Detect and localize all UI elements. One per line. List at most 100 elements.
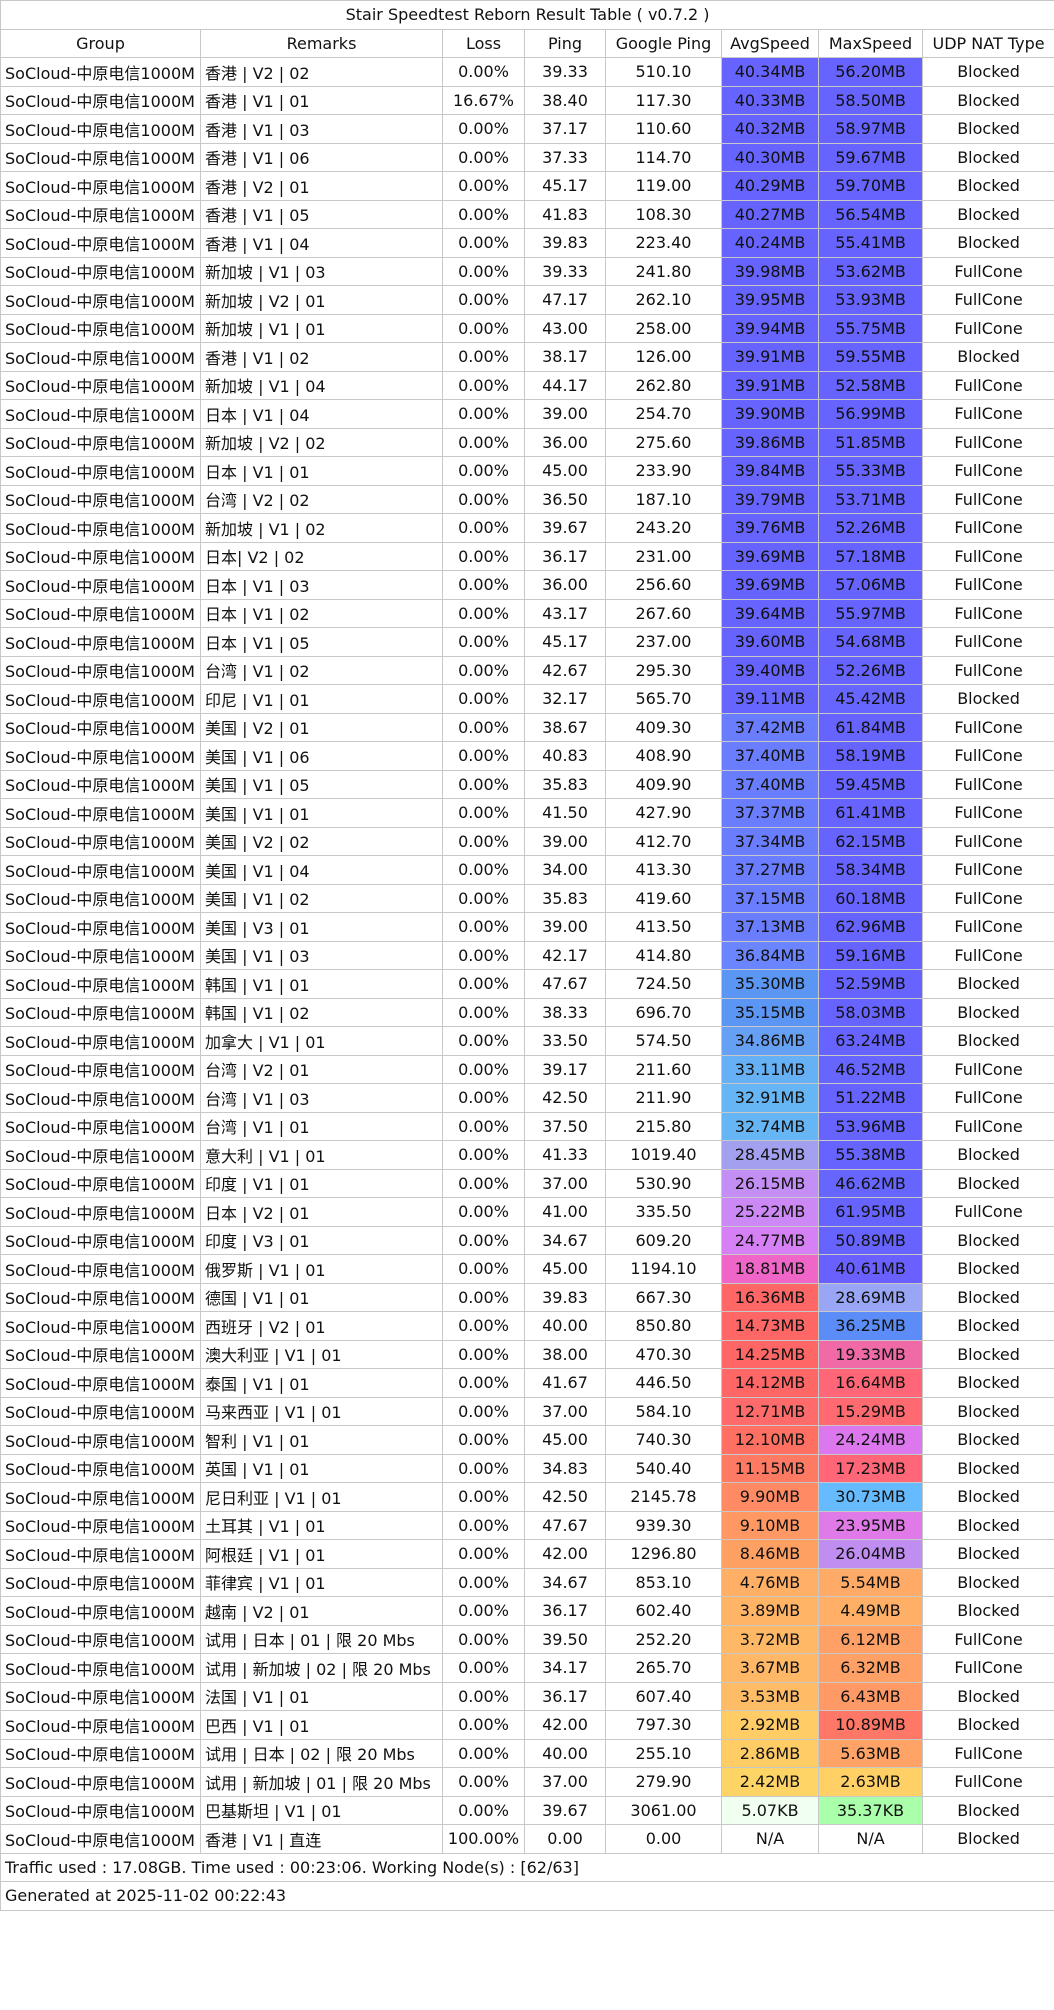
- max-speed: 59.70MB: [818, 171, 923, 201]
- group: SoCloud-中原电信1000M: [0, 1111, 201, 1141]
- group: SoCloud-中原电信1000M: [0, 370, 201, 400]
- avg-speed: 18.81MB: [721, 1254, 819, 1284]
- group: SoCloud-中原电信1000M: [0, 1368, 201, 1398]
- loss: 0.00%: [442, 1653, 525, 1683]
- loss: 0.00%: [442, 598, 525, 628]
- group: SoCloud-中原电信1000M: [0, 1197, 201, 1227]
- loss: 0.00%: [442, 1225, 525, 1255]
- data-row: SoCloud-中原电信1000M 新加坡 | V1 | 01 0.00% 43.00…: [0, 313, 1054, 343]
- ping: 40.00: [524, 1311, 606, 1341]
- google-ping: 262.10: [605, 285, 722, 315]
- remarks: 土耳其 | V1 | 01: [200, 1510, 443, 1540]
- avg-speed: 32.91MB: [721, 1083, 819, 1113]
- data-row: SoCloud-中原电信1000M 俄罗斯 | V1 | 01 0.00% 45.00…: [0, 1254, 1054, 1284]
- ping: 38.40: [524, 85, 606, 115]
- avg-speed: 35.30MB: [721, 969, 819, 999]
- group: SoCloud-中原电信1000M: [0, 769, 201, 799]
- nat-type: Blocked: [921, 997, 1054, 1027]
- group: SoCloud-中原电信1000M: [0, 256, 201, 286]
- group: SoCloud-中原电信1000M: [0, 798, 201, 828]
- group: SoCloud-中原电信1000M: [0, 712, 201, 742]
- avg-speed: 39.86MB: [721, 427, 819, 457]
- column-header: MaxSpeed: [818, 28, 923, 58]
- remarks: 日本 | V2 | 01: [200, 1197, 443, 1227]
- result-table: Stair Speedtest Reborn Result Table ( v0…: [0, 0, 1054, 1911]
- avg-speed: 39.84MB: [721, 456, 819, 486]
- google-ping: 2145.78: [605, 1482, 722, 1512]
- google-ping: 470.30: [605, 1339, 722, 1369]
- avg-speed: 39.98MB: [721, 256, 819, 286]
- remarks: 美国 | V1 | 01: [200, 798, 443, 828]
- group: SoCloud-中原电信1000M: [0, 1539, 201, 1569]
- avg-speed: 2.42MB: [721, 1767, 819, 1797]
- nat-type: FullCone: [921, 1197, 1054, 1227]
- data-row: SoCloud-中原电信1000M 台湾 | V1 | 02 0.00% 42.67 2…: [0, 655, 1054, 685]
- group: SoCloud-中原电信1000M: [0, 427, 201, 457]
- ping: 45.00: [524, 1425, 606, 1455]
- ping: 35.83: [524, 883, 606, 913]
- google-ping: 724.50: [605, 969, 722, 999]
- loss: 0.00%: [442, 997, 525, 1027]
- ping: 47.67: [524, 969, 606, 999]
- data-row: SoCloud-中原电信1000M 澳大利亚 | V1 | 01 0.00% 38.0…: [0, 1339, 1054, 1369]
- group: SoCloud-中原电信1000M: [0, 1140, 201, 1170]
- max-speed: 55.33MB: [818, 456, 923, 486]
- remarks: 新加坡 | V1 | 01: [200, 313, 443, 343]
- avg-speed: 14.73MB: [721, 1311, 819, 1341]
- nat-type: FullCone: [921, 1111, 1054, 1141]
- nat-type: Blocked: [921, 1168, 1054, 1198]
- ping: 35.83: [524, 769, 606, 799]
- ping: 44.17: [524, 370, 606, 400]
- google-ping: 267.60: [605, 598, 722, 628]
- max-speed: 45.42MB: [818, 684, 923, 714]
- avg-speed: 37.40MB: [721, 769, 819, 799]
- avg-speed: 8.46MB: [721, 1539, 819, 1569]
- footer-row: Generated at 2025-11-02 00:22:43: [0, 1881, 1054, 1911]
- data-row: SoCloud-中原电信1000M 香港 | V1 | 04 0.00% 39.83 2…: [0, 228, 1054, 258]
- remarks: 阿根廷 | V1 | 01: [200, 1539, 443, 1569]
- nat-type: FullCone: [921, 855, 1054, 885]
- nat-type: FullCone: [921, 427, 1054, 457]
- loss: 0.00%: [442, 1111, 525, 1141]
- nat-type: Blocked: [921, 1425, 1054, 1455]
- column-header: Loss: [442, 28, 525, 58]
- avg-speed: 35.15MB: [721, 997, 819, 1027]
- group: SoCloud-中原电信1000M: [0, 399, 201, 429]
- data-row: SoCloud-中原电信1000M 印尼 | V1 | 01 0.00% 32.17 5…: [0, 684, 1054, 714]
- nat-type: FullCone: [921, 741, 1054, 771]
- nat-type: Blocked: [921, 1539, 1054, 1569]
- ping: 36.17: [524, 1596, 606, 1626]
- nat-type: Blocked: [921, 85, 1054, 115]
- group: SoCloud-中原电信1000M: [0, 1339, 201, 1369]
- remarks: 台湾 | V2 | 01: [200, 1054, 443, 1084]
- loss: 0.00%: [442, 256, 525, 286]
- data-row: SoCloud-中原电信1000M 印度 | V3 | 01 0.00% 34.67 6…: [0, 1225, 1054, 1255]
- group: SoCloud-中原电信1000M: [0, 1425, 201, 1455]
- ping: 38.33: [524, 997, 606, 1027]
- remarks: 美国 | V1 | 03: [200, 940, 443, 970]
- max-speed: 53.71MB: [818, 484, 923, 514]
- data-row: SoCloud-中原电信1000M 德国 | V1 | 01 0.00% 39.83 6…: [0, 1282, 1054, 1312]
- data-row: SoCloud-中原电信1000M 试用 | 日本 | 02 | 限 20 Mbs…: [0, 1738, 1054, 1768]
- loss: 0.00%: [442, 456, 525, 486]
- group: SoCloud-中原电信1000M: [0, 1482, 201, 1512]
- loss: 16.67%: [442, 85, 525, 115]
- avg-speed: 25.22MB: [721, 1197, 819, 1227]
- ping: 43.00: [524, 313, 606, 343]
- remarks: 新加坡 | V1 | 02: [200, 513, 443, 543]
- nat-type: Blocked: [921, 57, 1054, 87]
- data-row: SoCloud-中原电信1000M 日本 | V1 | 01 0.00% 45.00 2…: [0, 456, 1054, 486]
- loss: 0.00%: [442, 969, 525, 999]
- nat-type: FullCone: [921, 883, 1054, 913]
- data-row: SoCloud-中原电信1000M 日本 | V1 | 03 0.00% 36.00 2…: [0, 570, 1054, 600]
- ping: 37.00: [524, 1767, 606, 1797]
- avg-speed: 39.90MB: [721, 399, 819, 429]
- group: SoCloud-中原电信1000M: [0, 1510, 201, 1540]
- nat-type: Blocked: [921, 228, 1054, 258]
- loss: 0.00%: [442, 1510, 525, 1540]
- nat-type: FullCone: [921, 256, 1054, 286]
- data-row: SoCloud-中原电信1000M 香港 | V1 | 直连 100.00% 0.00…: [0, 1824, 1054, 1854]
- nat-type: Blocked: [921, 1225, 1054, 1255]
- ping: 33.50: [524, 1026, 606, 1056]
